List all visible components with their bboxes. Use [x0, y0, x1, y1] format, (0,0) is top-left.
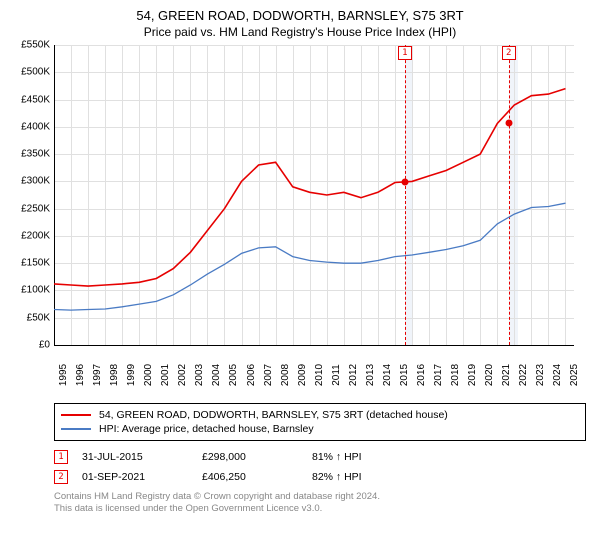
transaction-marker: 2 — [54, 470, 68, 484]
price-chart: 1 2 £0 £50K £100K £150K £200K £250K £300K £350K £… — [10, 45, 590, 375]
y-axis-label: £50K — [10, 312, 50, 323]
legend-item: HPI: Average price, detached house, Barn… — [61, 422, 579, 436]
legend-label: HPI: Average price, detached house, Barn… — [99, 423, 314, 435]
y-axis-label: £200K — [10, 230, 50, 241]
transaction-cell: £406,250 — [202, 471, 312, 483]
marker-dot — [505, 120, 512, 127]
gridline-h — [54, 345, 574, 346]
legend-label: 54, GREEN ROAD, DODWORTH, BARNSLEY, S75 … — [99, 409, 448, 421]
page-subtitle: Price paid vs. HM Land Registry's House … — [10, 25, 590, 39]
y-axis-label: £150K — [10, 258, 50, 269]
chart-lines — [54, 45, 574, 345]
legend: 54, GREEN ROAD, DODWORTH, BARNSLEY, S75 … — [54, 403, 586, 441]
transaction-row: 1 31-JUL-2015£298,00081% ↑ HPI — [54, 447, 590, 467]
legend-item: 54, GREEN ROAD, DODWORTH, BARNSLEY, S75 … — [61, 408, 579, 422]
legend-swatch — [61, 414, 91, 416]
footer-line2: This data is licensed under the Open Gov… — [54, 503, 590, 515]
marker-label-box: 1 — [398, 46, 412, 60]
marker-dot — [401, 179, 408, 186]
series-line — [54, 89, 566, 287]
transaction-cell: 81% ↑ HPI — [312, 451, 432, 463]
footer-attribution: Contains HM Land Registry data © Crown c… — [54, 491, 590, 516]
series-line — [54, 203, 566, 310]
transaction-marker: 1 — [54, 450, 68, 464]
transaction-cell: 82% ↑ HPI — [312, 471, 432, 483]
page-title: 54, GREEN ROAD, DODWORTH, BARNSLEY, S75 … — [10, 8, 590, 23]
y-axis-label: £300K — [10, 176, 50, 187]
y-axis-label: £450K — [10, 94, 50, 105]
y-axis-label: £350K — [10, 149, 50, 160]
transaction-row: 2 01-SEP-2021£406,25082% ↑ HPI — [54, 467, 590, 487]
transaction-table: 1 31-JUL-2015£298,00081% ↑ HPI 2 01-SEP-202… — [54, 447, 590, 487]
y-axis-label: £500K — [10, 67, 50, 78]
y-axis-label: £250K — [10, 203, 50, 214]
x-axis-label: 2025 — [565, 364, 595, 386]
y-axis-label: £0 — [10, 340, 50, 351]
y-axis-label: £100K — [10, 285, 50, 296]
transaction-cell: £298,000 — [202, 451, 312, 463]
transaction-cell: 01-SEP-2021 — [82, 471, 202, 483]
y-axis-label: £550K — [10, 40, 50, 51]
y-axis-label: £400K — [10, 121, 50, 132]
marker-label-box: 2 — [502, 46, 516, 60]
transaction-cell: 31-JUL-2015 — [82, 451, 202, 463]
legend-swatch — [61, 428, 91, 430]
footer-line1: Contains HM Land Registry data © Crown c… — [54, 491, 590, 503]
